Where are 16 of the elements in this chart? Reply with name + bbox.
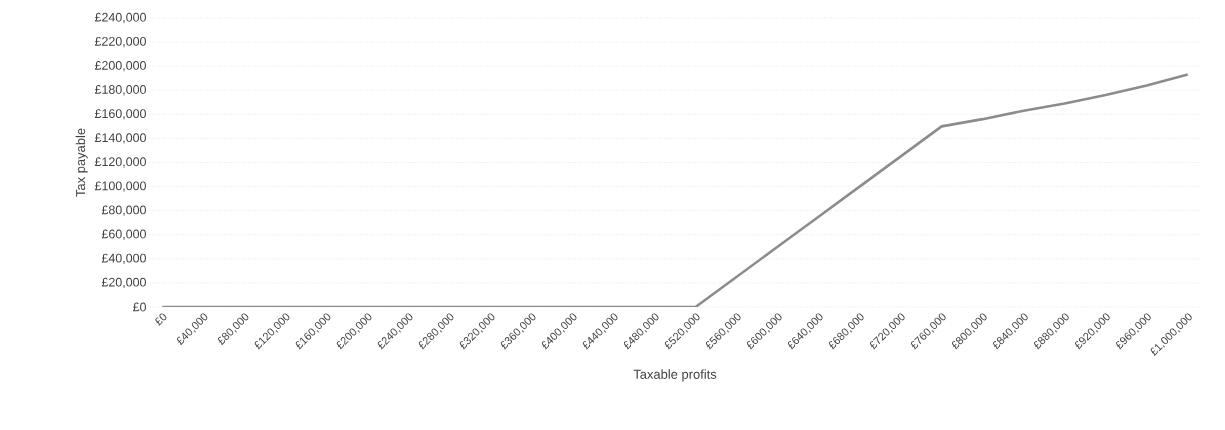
y-tick-label: £240,000 bbox=[94, 12, 146, 24]
y-tick-label: £160,000 bbox=[94, 109, 146, 120]
y-axis-title: Tax payable bbox=[75, 128, 88, 197]
y-tick-label: £40,000 bbox=[101, 253, 146, 264]
y-tick-label: £0 bbox=[132, 302, 146, 312]
y-tick-label: £20,000 bbox=[101, 277, 146, 289]
y-tick-label: £80,000 bbox=[101, 205, 146, 216]
y-tick-label: £180,000 bbox=[94, 85, 146, 96]
y-tick-label: £60,000 bbox=[101, 229, 146, 240]
y-tick-label: £140,000 bbox=[94, 133, 146, 144]
y-tick-label: £100,000 bbox=[94, 181, 146, 192]
y-tick-label: £120,000 bbox=[94, 157, 146, 168]
y-tick-label: £220,000 bbox=[94, 36, 146, 48]
x-axis-title: Taxable profits bbox=[633, 369, 717, 382]
x-tick-label: £0 bbox=[155, 313, 167, 326]
y-tick-label: £200,000 bbox=[94, 61, 146, 72]
